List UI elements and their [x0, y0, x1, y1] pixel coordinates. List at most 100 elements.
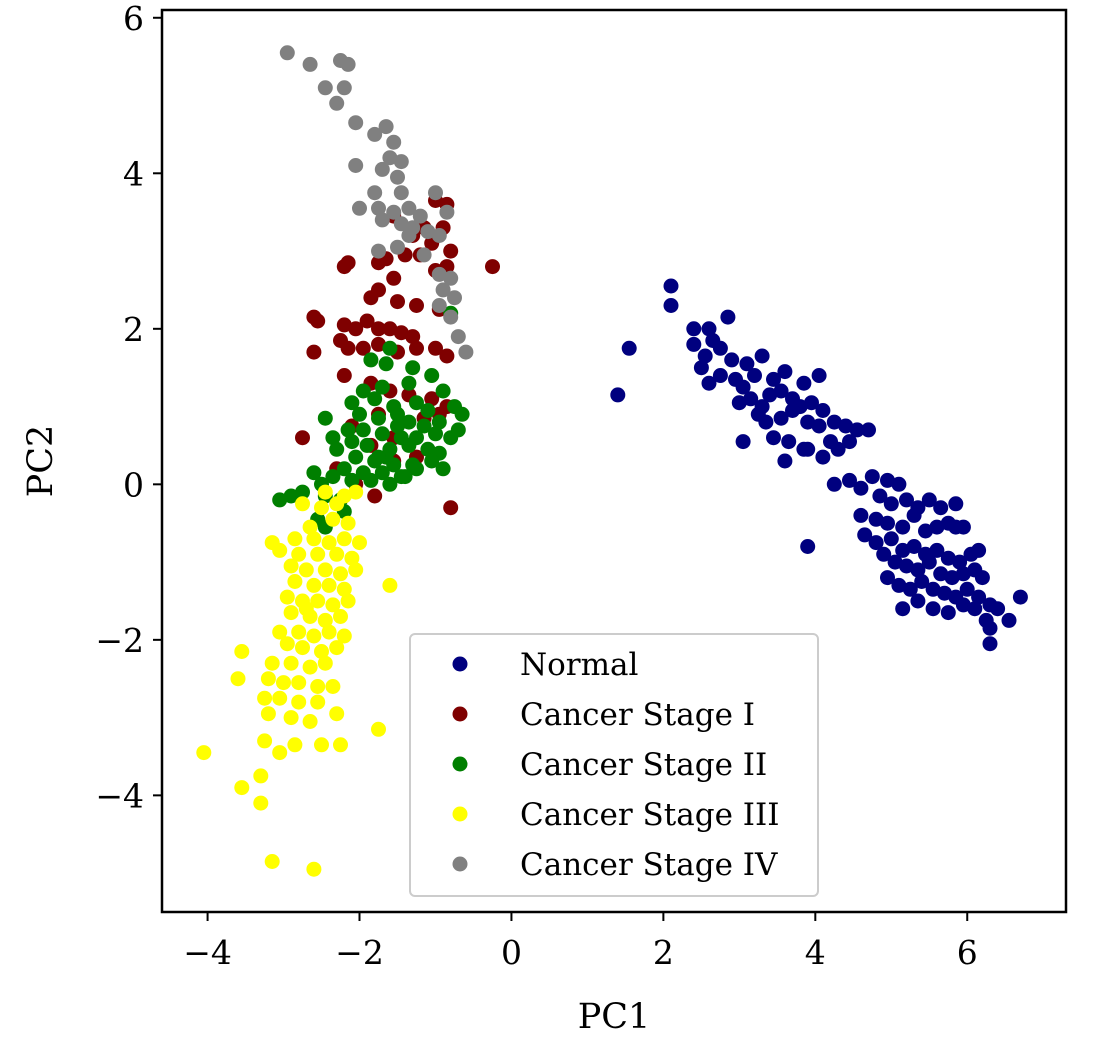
data-point — [621, 340, 637, 356]
data-point — [401, 437, 417, 453]
legend-label: Cancer Stage III — [520, 797, 780, 833]
data-point — [283, 488, 299, 504]
data-point — [849, 422, 865, 438]
data-point — [842, 472, 857, 488]
y-tick-label: 4 — [123, 154, 144, 193]
data-point — [450, 329, 466, 345]
data-point — [367, 126, 383, 142]
data-point — [925, 601, 941, 617]
data-point — [374, 465, 390, 481]
data-point — [329, 640, 345, 656]
data-point — [325, 511, 341, 527]
data-point — [940, 605, 956, 621]
data-point — [336, 368, 352, 383]
data-point — [340, 340, 356, 356]
legend-label: Cancer Stage II — [520, 747, 767, 783]
data-point — [982, 620, 998, 636]
data-point — [811, 418, 827, 434]
data-point — [352, 200, 367, 216]
data-point — [371, 410, 386, 426]
data-point — [796, 375, 812, 391]
data-point — [701, 375, 717, 391]
data-point — [409, 298, 424, 313]
data-point — [766, 430, 781, 446]
data-point — [811, 368, 827, 383]
data-point — [773, 410, 789, 426]
data-point — [272, 624, 288, 640]
data-point — [435, 282, 451, 298]
data-point — [458, 344, 474, 360]
data-point — [762, 387, 778, 403]
data-point — [336, 461, 352, 477]
data-point — [955, 597, 971, 613]
data-point — [325, 679, 341, 694]
data-point — [264, 655, 280, 671]
data-point — [906, 539, 922, 554]
data-point — [918, 523, 933, 539]
data-point — [336, 259, 352, 275]
data-point — [371, 721, 386, 737]
x-tick-label: 0 — [501, 933, 522, 972]
data-point — [895, 601, 911, 617]
data-point — [735, 434, 751, 450]
data-point — [697, 348, 713, 364]
data-point — [420, 403, 436, 418]
data-point — [431, 298, 447, 313]
data-point — [921, 554, 937, 570]
data-point — [914, 574, 930, 589]
data-point — [374, 379, 390, 395]
data-point — [663, 278, 679, 294]
data-point — [279, 636, 295, 652]
data-point — [826, 414, 842, 430]
data-point — [952, 554, 968, 570]
legend-item: Cancer Stage I — [452, 697, 755, 733]
data-point — [317, 612, 333, 628]
data-point — [781, 434, 797, 450]
legend-item: Cancer Stage II — [452, 747, 767, 783]
data-point — [336, 531, 352, 547]
data-point — [302, 56, 318, 72]
data-point — [864, 469, 880, 485]
data-point — [754, 348, 770, 364]
data-point — [378, 356, 394, 372]
data-point — [401, 414, 417, 430]
data-point — [785, 403, 800, 418]
data-point — [340, 593, 356, 609]
legend-marker — [452, 856, 468, 872]
data-point — [279, 45, 295, 61]
data-point — [693, 360, 709, 376]
data-point — [295, 430, 310, 446]
data-point — [234, 644, 250, 659]
data-point — [868, 511, 884, 527]
data-point — [743, 391, 759, 407]
data-point — [921, 492, 937, 508]
data-point — [868, 535, 884, 551]
data-point — [348, 562, 364, 578]
legend-label: Cancer Stage IV — [520, 847, 778, 883]
data-point — [390, 418, 405, 434]
y-tick-label: −2 — [95, 621, 144, 660]
data-point — [344, 472, 360, 488]
data-point — [701, 321, 717, 337]
data-point — [348, 484, 364, 500]
data-point — [260, 706, 276, 722]
data-point — [291, 546, 307, 562]
data-point — [302, 714, 318, 729]
data-point — [310, 679, 326, 694]
y-tick-label: 6 — [123, 0, 144, 38]
data-point — [355, 340, 371, 356]
data-point — [948, 496, 964, 512]
data-point — [944, 570, 960, 586]
data-point — [899, 558, 914, 574]
data-point — [283, 655, 299, 671]
data-point — [329, 95, 345, 111]
data-point — [435, 461, 451, 477]
data-point — [891, 476, 907, 492]
data-point — [959, 581, 975, 597]
legend-item: Cancer Stage IV — [452, 847, 778, 883]
data-point — [720, 309, 736, 325]
data-point — [371, 336, 386, 352]
data-point — [804, 395, 819, 411]
data-point — [447, 290, 462, 306]
data-point — [371, 255, 386, 271]
